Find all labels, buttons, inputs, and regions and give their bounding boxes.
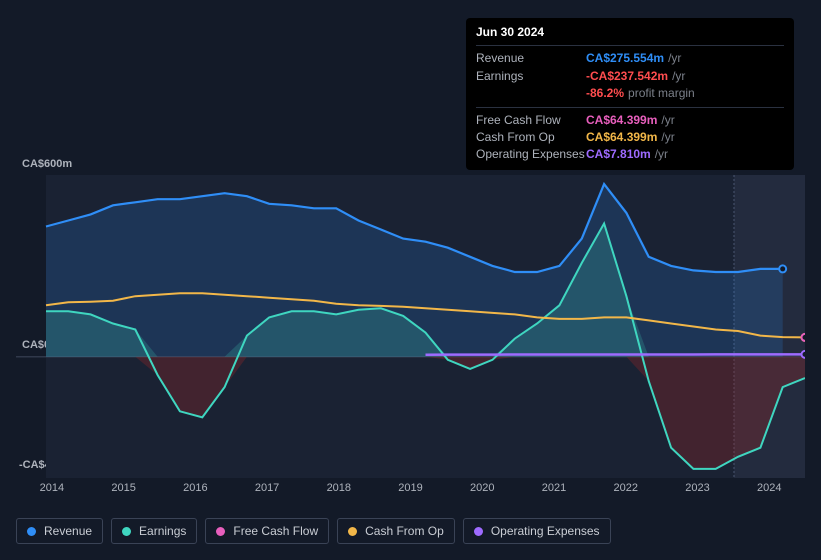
x-tick: 2020 xyxy=(446,482,518,494)
tooltip-row-label xyxy=(476,85,586,102)
y-axis-top: CA$600m xyxy=(22,158,72,170)
x-tick: 2016 xyxy=(159,482,231,494)
x-tick: 2015 xyxy=(88,482,160,494)
tooltip-row-suffix: profit margin xyxy=(628,85,695,102)
x-tick: 2024 xyxy=(733,482,805,494)
tooltip-row: Free Cash FlowCA$64.399m/yr xyxy=(476,112,784,129)
legend-item[interactable]: Free Cash Flow xyxy=(205,518,329,544)
tooltip-row-value: CA$64.399m xyxy=(586,129,657,146)
legend-item[interactable]: Earnings xyxy=(111,518,197,544)
tooltip-row-label: Earnings xyxy=(476,68,586,85)
legend-item[interactable]: Cash From Op xyxy=(337,518,455,544)
tooltip-row-label: Free Cash Flow xyxy=(476,112,586,129)
legend-label: Free Cash Flow xyxy=(233,524,318,538)
tooltip-row-value: -86.2% xyxy=(586,85,624,102)
legend-swatch xyxy=(27,527,36,536)
tooltip-row-value: CA$275.554m xyxy=(586,50,664,67)
tooltip-date: Jun 30 2024 xyxy=(476,24,784,41)
legend-item[interactable]: Revenue xyxy=(16,518,103,544)
x-tick: 2022 xyxy=(590,482,662,494)
chart-tooltip: Jun 30 2024 RevenueCA$275.554m/yrEarning… xyxy=(466,18,794,170)
tooltip-row-suffix: /yr xyxy=(672,68,685,85)
x-tick: 2021 xyxy=(518,482,590,494)
x-axis: 2014201520162017201820192020202120222023… xyxy=(16,482,805,494)
legend-swatch xyxy=(348,527,357,536)
legend-swatch xyxy=(216,527,225,536)
tooltip-row: Operating ExpensesCA$7.810m/yr xyxy=(476,146,784,163)
legend-label: Operating Expenses xyxy=(491,524,600,538)
x-tick: 2019 xyxy=(375,482,447,494)
x-tick: 2018 xyxy=(303,482,375,494)
legend-label: Earnings xyxy=(139,524,186,538)
financials-chart xyxy=(16,175,805,478)
tooltip-row-value: CA$7.810m xyxy=(586,146,651,163)
tooltip-row: Cash From OpCA$64.399m/yr xyxy=(476,129,784,146)
tooltip-row: -86.2%profit margin xyxy=(476,85,784,102)
tooltip-row-value: -CA$237.542m xyxy=(586,68,668,85)
tooltip-row: Earnings-CA$237.542m/yr xyxy=(476,68,784,85)
tooltip-row-label: Revenue xyxy=(476,50,586,67)
tooltip-row-label: Operating Expenses xyxy=(476,146,586,163)
legend-item[interactable]: Operating Expenses xyxy=(463,518,611,544)
legend-label: Cash From Op xyxy=(365,524,444,538)
tooltip-row-label: Cash From Op xyxy=(476,129,586,146)
opexpenses-endpoint xyxy=(802,351,806,358)
tooltip-row-suffix: /yr xyxy=(655,146,668,163)
legend-swatch xyxy=(474,527,483,536)
legend: Revenue Earnings Free Cash Flow Cash From O… xyxy=(16,518,611,544)
x-tick: 2014 xyxy=(16,482,88,494)
revenue-endpoint xyxy=(779,265,786,272)
tooltip-row-suffix: /yr xyxy=(668,50,681,67)
freecash-endpoint xyxy=(802,334,806,341)
x-tick: 2023 xyxy=(662,482,734,494)
tooltip-row-suffix: /yr xyxy=(661,129,674,146)
x-tick: 2017 xyxy=(231,482,303,494)
tooltip-row-suffix: /yr xyxy=(661,112,674,129)
legend-swatch xyxy=(122,527,131,536)
legend-label: Revenue xyxy=(44,524,92,538)
tooltip-row-value: CA$64.399m xyxy=(586,112,657,129)
tooltip-row: RevenueCA$275.554m/yr xyxy=(476,50,784,67)
